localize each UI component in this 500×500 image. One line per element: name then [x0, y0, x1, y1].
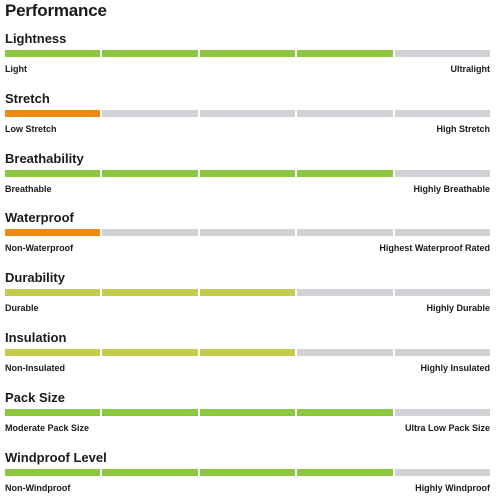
scale-min-label: Low Stretch: [5, 124, 57, 134]
rating-bar: [5, 289, 491, 296]
rating-segment-filled: [5, 409, 101, 416]
rating-segment-empty: [297, 349, 393, 356]
scale-min-label: Light: [5, 64, 27, 74]
metric-lightness: Lightness Light Ultralight: [5, 31, 491, 81]
rating-segment-empty: [394, 170, 491, 177]
rating-segment-empty: [394, 349, 491, 356]
metric-name: Stretch: [5, 91, 50, 106]
scale-max-label: Highly Breathable: [413, 184, 490, 194]
rating-bar: [5, 469, 491, 476]
scale-max-label: Highly Windproof: [415, 483, 490, 493]
scale-max-label: Ultralight: [450, 64, 491, 74]
metric-insulation: Insulation Non-Insulated Highly Insulate…: [5, 330, 491, 380]
rating-segment-empty: [394, 229, 491, 236]
rating-segment-filled: [199, 170, 296, 177]
scale-min-label: Non-Windproof: [5, 483, 71, 493]
rating-segment-filled: [102, 170, 198, 177]
metric-name: Waterproof: [5, 210, 74, 225]
rating-segment-filled: [5, 50, 101, 57]
scale-max-label: High Stretch: [436, 124, 490, 134]
scale-min-label: Moderate Pack Size: [5, 423, 90, 433]
metric-name: Lightness: [5, 31, 67, 46]
metric-name: Insulation: [5, 330, 67, 345]
scale-min-label: Non-Insulated: [5, 363, 65, 373]
rating-segment-filled: [5, 469, 101, 476]
rating-segment-empty: [297, 110, 393, 117]
rating-segment-filled: [102, 50, 198, 57]
rating-segment-filled: [297, 170, 393, 177]
rating-bar: [5, 170, 491, 177]
rating-segment-filled: [199, 349, 296, 356]
rating-segment-empty: [199, 229, 296, 236]
scale-max-label: Ultra Low Pack Size: [404, 423, 490, 433]
rating-segment-filled: [102, 409, 198, 416]
rating-segment-filled: [297, 409, 393, 416]
metric-waterproof: Waterproof Non-Waterproof Highest Waterp…: [5, 210, 491, 260]
rating-segment-filled: [5, 349, 101, 356]
metric-windproof-level: Windproof Level Non-Windproof Highly Win…: [5, 450, 491, 500]
metric-name: Breathability: [5, 151, 84, 166]
metric-stretch: Stretch Low Stretch High Stretch: [5, 91, 491, 141]
rating-bar: [5, 110, 491, 117]
rating-bar: [5, 229, 491, 236]
rating-segment-empty: [394, 110, 491, 117]
rating-segment-empty: [102, 229, 198, 236]
rating-segment-filled: [199, 409, 296, 416]
rating-segment-empty: [102, 110, 198, 117]
metric-name: Pack Size: [5, 390, 65, 405]
rating-segment-filled: [5, 170, 101, 177]
scale-min-label: Non-Waterproof: [5, 243, 74, 253]
rating-segment-filled: [5, 229, 101, 236]
rating-segment-empty: [394, 289, 491, 296]
rating-segment-filled: [199, 469, 296, 476]
scale-max-label: Highly Insulated: [420, 363, 490, 373]
rating-segment-empty: [297, 229, 393, 236]
rating-bar: [5, 349, 491, 356]
rating-segment-filled: [5, 289, 101, 296]
rating-segment-empty: [394, 50, 491, 57]
scale-max-label: Highest Waterproof Rated: [379, 243, 490, 253]
page-title: Performance: [5, 1, 107, 20]
scale-min-label: Durable: [5, 303, 39, 313]
metric-pack-size: Pack Size Moderate Pack Size Ultra Low P…: [5, 390, 491, 440]
metric-durability: Durability Durable Highly Durable: [5, 270, 491, 320]
rating-segment-filled: [102, 289, 198, 296]
rating-segment-filled: [5, 110, 101, 117]
rating-segment-empty: [394, 409, 491, 416]
scale-max-label: Highly Durable: [426, 303, 490, 313]
rating-segment-filled: [199, 289, 296, 296]
rating-segment-empty: [297, 289, 393, 296]
rating-segment-filled: [102, 349, 198, 356]
rating-segment-filled: [297, 50, 393, 57]
metric-name: Windproof Level: [5, 450, 107, 465]
rating-segment-empty: [394, 469, 491, 476]
metric-name: Durability: [5, 270, 65, 285]
metric-breathability: Breathability Breathable Highly Breathab…: [5, 151, 491, 201]
rating-segment-empty: [199, 110, 296, 117]
rating-segment-filled: [199, 50, 296, 57]
rating-segment-filled: [102, 469, 198, 476]
rating-bar: [5, 409, 491, 416]
rating-segment-filled: [297, 469, 393, 476]
scale-min-label: Breathable: [5, 184, 52, 194]
rating-bar: [5, 50, 491, 57]
